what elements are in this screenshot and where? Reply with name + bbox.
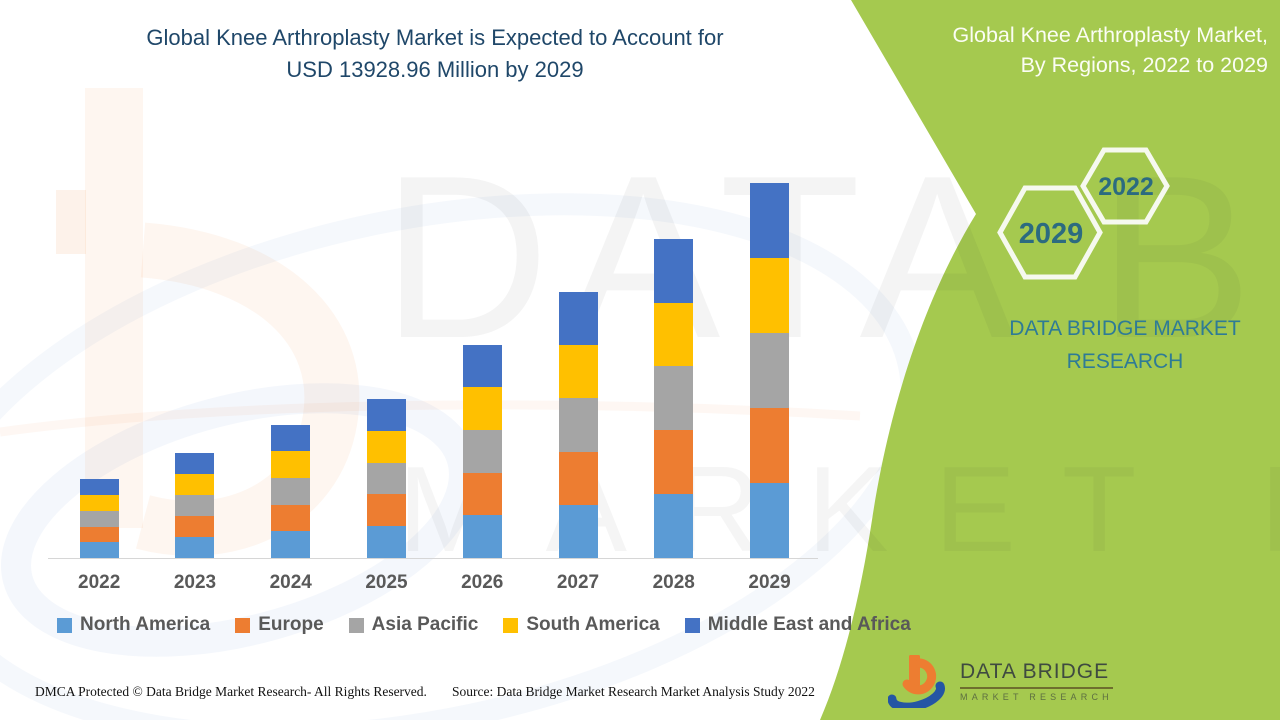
x-tick-label-2029: 2029 xyxy=(748,572,791,593)
source-note: Source: Data Bridge Market Research Mark… xyxy=(452,684,815,699)
bar-segment-north-america xyxy=(654,494,694,558)
hexagon-2022-label: 2022 xyxy=(1098,173,1154,201)
bar-segment-asia-pacific xyxy=(462,429,502,473)
x-tick-label-2028: 2028 xyxy=(652,572,695,593)
logo-text-block: DATA BRIDGE MARKET RESEARCH xyxy=(960,660,1113,702)
brand-wordmark: DATA BRIDGE MARKET RESEARCH xyxy=(975,312,1275,378)
stacked-bar-2028 xyxy=(654,238,694,558)
watermark-text-data-bridge: DATA BRIDGE xyxy=(382,128,1280,387)
hexagon-2029-label: 2029 xyxy=(1019,218,1084,250)
legend-label: Europe xyxy=(258,614,324,635)
panel-title-line1: Global Knee Arthroplasty Market, xyxy=(952,23,1269,47)
legend-swatch-icon xyxy=(503,617,519,633)
bar-segment-asia-pacific xyxy=(366,462,406,495)
bar-segment-south-america xyxy=(750,258,790,334)
bar-segment-asia-pacific xyxy=(271,478,311,505)
logo-name: DATA BRIDGE xyxy=(960,660,1113,689)
bar-segment-south-america xyxy=(654,302,694,367)
bar-segment-middle-east-and-africa xyxy=(175,452,215,474)
bar-segment-middle-east-and-africa xyxy=(750,183,790,259)
legend-label: North America xyxy=(80,614,211,635)
x-tick-label-2024: 2024 xyxy=(269,572,312,593)
bar-segment-north-america xyxy=(271,531,311,558)
bar-segment-middle-east-and-africa xyxy=(271,424,311,452)
bar-segment-asia-pacific xyxy=(79,510,119,527)
bar-segment-europe xyxy=(462,472,502,516)
bar-segment-asia-pacific xyxy=(750,333,790,409)
legend-item-asia-pacific: Asia Pacific xyxy=(348,614,479,636)
bar-segment-asia-pacific xyxy=(558,398,598,452)
bar-segment-middle-east-and-africa xyxy=(654,238,694,303)
bar-segment-asia-pacific xyxy=(654,366,694,431)
x-tick-label-2025: 2025 xyxy=(365,572,408,593)
legend-swatch-icon xyxy=(235,617,251,633)
stacked-bar-2024 xyxy=(271,424,311,558)
bar-segment-north-america xyxy=(558,504,598,558)
watermark-text-market-research: MARKET RESEARCH xyxy=(398,441,1280,577)
bar-segment-europe xyxy=(654,430,694,495)
bar-segment-middle-east-and-africa xyxy=(558,292,598,346)
x-tick-label-2023: 2023 xyxy=(173,572,217,593)
legend-item-south-america: South America xyxy=(503,614,660,636)
x-tick-label-2027: 2027 xyxy=(556,572,600,593)
bar-segment-middle-east-and-africa xyxy=(79,479,119,496)
legend-swatch-icon xyxy=(684,617,700,633)
bar-segment-north-america xyxy=(750,483,790,558)
bar-segment-europe xyxy=(271,504,311,532)
dmca-notice: DMCA Protected © Data Bridge Market Rese… xyxy=(35,684,427,699)
hexagon-2022 xyxy=(1080,147,1170,225)
stacked-bar-2027 xyxy=(558,292,598,558)
chart-title-line1: Global Knee Arthroplasty Market is Expec… xyxy=(146,25,724,50)
stacked-bar-2023 xyxy=(175,452,215,558)
bar-segment-europe xyxy=(79,526,119,543)
bar-segment-europe xyxy=(366,494,406,527)
bar-segment-north-america xyxy=(462,515,502,558)
legend-label: Asia Pacific xyxy=(371,614,479,635)
x-tick-label-2026: 2026 xyxy=(461,572,504,593)
bar-segment-middle-east-and-africa xyxy=(366,399,406,431)
legend-item-middle-east-and-africa: Middle East and Africa xyxy=(684,614,911,636)
legend-item-europe: Europe xyxy=(235,614,324,636)
bar-segment-asia-pacific xyxy=(175,494,215,516)
bar-segment-europe xyxy=(558,451,598,505)
data-bridge-logo: DATA BRIDGE MARKET RESEARCH xyxy=(888,654,1113,708)
data-bridge-logo-icon xyxy=(888,655,945,708)
chart-title-line2: USD 13928.96 Million by 2029 xyxy=(286,57,584,82)
bar-segment-north-america xyxy=(366,526,406,558)
legend-label: South America xyxy=(526,614,660,635)
bar-segment-north-america xyxy=(175,536,215,558)
chart-legend: North America Europe Asia Pacific South Ame… xyxy=(57,614,911,636)
panel-title-line2: By Regions, 2022 to 2029 xyxy=(1020,53,1268,77)
panel-title: Global Knee Arthroplasty Market, By Regi… xyxy=(868,20,1269,80)
bar-segment-south-america xyxy=(175,473,215,495)
x-tick-label-2022: 2022 xyxy=(78,572,121,593)
stacked-bar-2025 xyxy=(366,399,406,558)
hexagon-2029 xyxy=(997,185,1103,280)
brand-line1: DATA BRIDGE MARKET xyxy=(1009,317,1241,340)
stacked-bar-2022 xyxy=(79,479,119,558)
logo-subtitle: MARKET RESEARCH xyxy=(960,692,1113,702)
brand-line2: RESEARCH xyxy=(1066,350,1184,373)
stacked-bar-2029 xyxy=(750,183,790,558)
bar-segment-europe xyxy=(750,408,790,484)
stacked-bar-2026 xyxy=(462,344,502,558)
legend-swatch-icon xyxy=(57,617,72,633)
bar-segment-south-america xyxy=(366,430,406,463)
chart-title: Global Knee Arthroplasty Market is Expec… xyxy=(40,22,830,86)
legend-swatch-icon xyxy=(348,617,364,633)
bar-segment-south-america xyxy=(79,495,119,511)
x-axis-line xyxy=(48,558,818,559)
legend-label: Middle East and Africa xyxy=(707,614,911,635)
bar-segment-middle-east-and-africa xyxy=(462,344,502,388)
bar-segment-south-america xyxy=(271,451,311,479)
bar-segment-europe xyxy=(175,515,215,537)
bar-segment-south-america xyxy=(558,345,598,399)
bar-segment-north-america xyxy=(79,542,119,558)
bar-segment-south-america xyxy=(462,387,502,430)
legend-item-north-america: North America xyxy=(57,614,210,636)
